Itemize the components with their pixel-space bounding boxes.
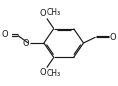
Text: O: O: [110, 33, 116, 42]
Text: O: O: [1, 30, 8, 39]
Text: O: O: [40, 9, 46, 18]
Text: O: O: [23, 39, 30, 47]
Text: O: O: [40, 68, 46, 77]
Text: CH₃: CH₃: [46, 8, 61, 17]
Text: CH₃: CH₃: [46, 69, 61, 78]
